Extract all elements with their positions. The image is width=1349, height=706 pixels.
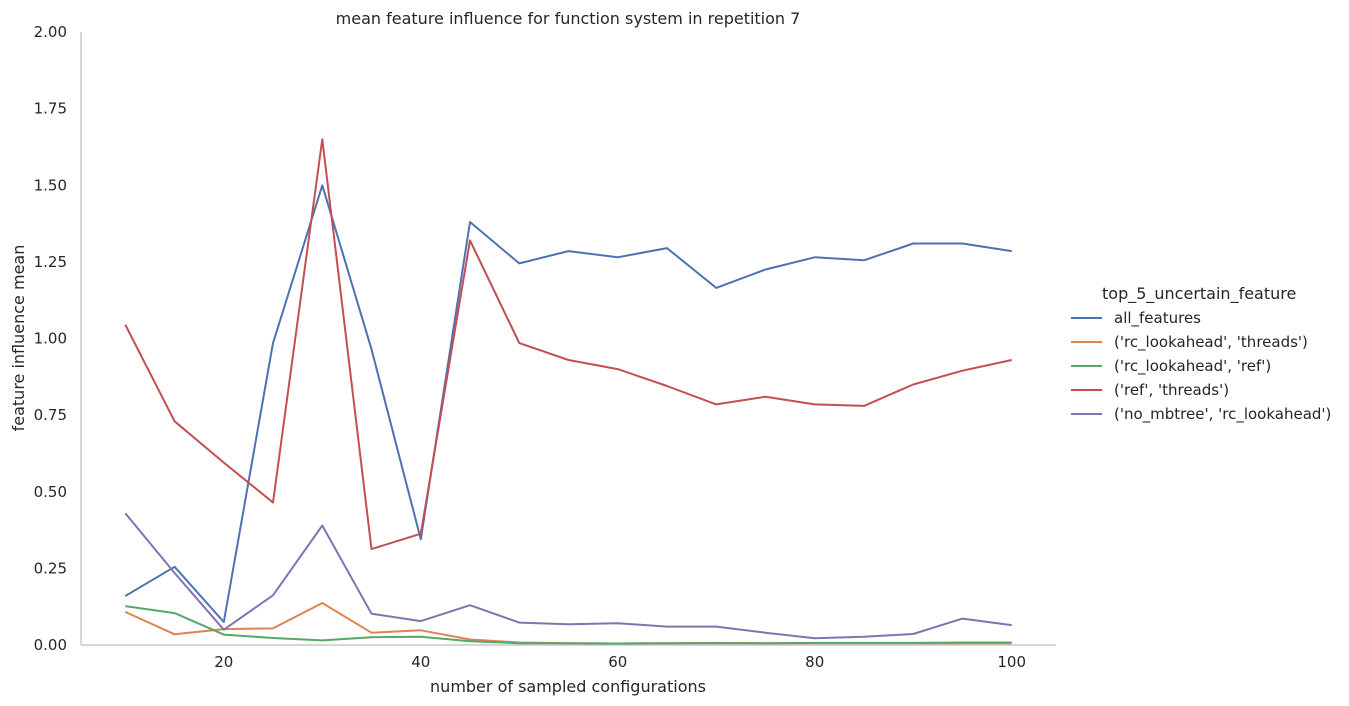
legend-title: top_5_uncertain_feature [1102, 284, 1296, 304]
x-tick-label: 60 [608, 653, 627, 671]
x-tick-label: 100 [997, 653, 1026, 671]
y-tick-label: 1.25 [34, 253, 67, 271]
y-tick-label: 2.00 [34, 23, 67, 41]
y-tick-label: 0.75 [34, 406, 67, 424]
series-line-4 [124, 138, 1012, 551]
chart-title: mean feature influence for function syst… [336, 9, 801, 28]
plot-axes: 0.00 0.25 0.50 0.75 1.00 1.25 1.50 1.75 2.00 20 40… [34, 23, 1056, 671]
x-tick-label: 20 [214, 653, 233, 671]
legend-label-5: ('no_mbtree', 'rc_lookahead') [1114, 405, 1331, 424]
legend: top_5_uncertain_feature all_features ('rc… [1071, 284, 1331, 424]
legend-label-3: ('rc_lookahead', 'ref') [1114, 357, 1271, 376]
legend-label-2: ('rc_lookahead', 'threads') [1114, 333, 1308, 352]
x-tick-label: 40 [411, 653, 430, 671]
x-axis-label: number of sampled configurations [430, 677, 706, 696]
y-tick-label: 0.50 [34, 483, 67, 501]
y-axis-label: feature influence mean [9, 245, 28, 432]
series-lines [124, 138, 1012, 645]
y-tick-label: 0.25 [34, 559, 67, 577]
x-tick-label: 80 [805, 653, 824, 671]
series-line-5 [124, 512, 1012, 640]
y-tick-label: 1.75 [34, 100, 67, 118]
legend-label-1: all_features [1114, 309, 1201, 328]
series-line-3 [125, 605, 1012, 645]
y-tick-label: 0.00 [34, 636, 67, 654]
y-tick-label: 1.00 [34, 330, 67, 348]
series-line-1 [124, 184, 1012, 623]
legend-label-4: ('ref', 'threads') [1114, 381, 1229, 399]
y-tick-label: 1.50 [34, 176, 67, 194]
